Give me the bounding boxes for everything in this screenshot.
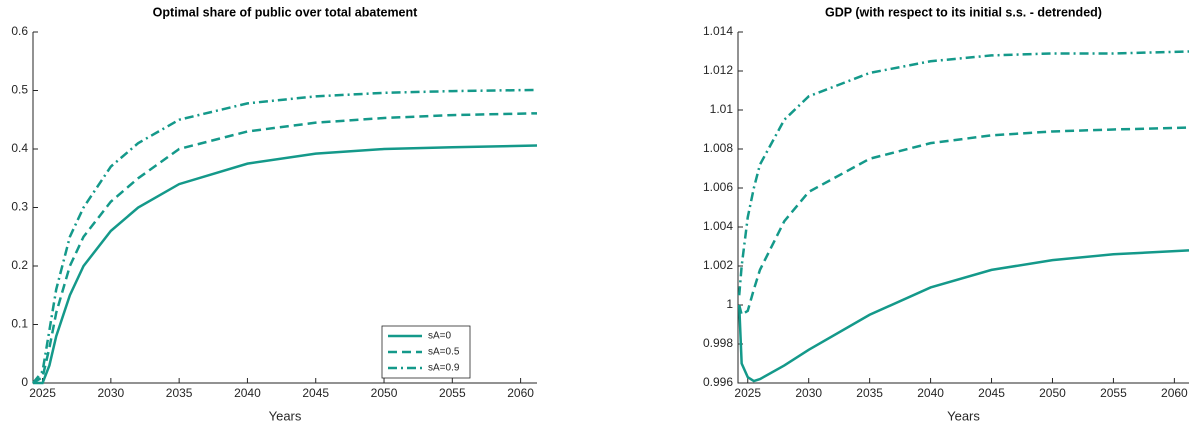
x-tick-label: 2025 xyxy=(29,386,56,400)
x-tick-label: 2030 xyxy=(795,386,822,400)
legend-label: sA=0.9 xyxy=(428,363,460,374)
x-axis-label: Years xyxy=(947,408,980,423)
y-tick-label: 1.014 xyxy=(703,24,733,38)
y-tick-label: 0.2 xyxy=(11,258,28,272)
y-tick-label: 0.1 xyxy=(11,317,28,331)
x-tick-label: 2035 xyxy=(856,386,883,400)
x-axis-label: Years xyxy=(269,408,302,423)
legend-label: sA=0 xyxy=(428,331,452,342)
series-line xyxy=(32,112,538,385)
series-line xyxy=(737,249,1190,383)
series-line xyxy=(32,88,538,384)
y-tick-label: 0.6 xyxy=(11,24,28,38)
y-tick-label: 0.998 xyxy=(703,336,733,350)
plot-area xyxy=(738,32,1189,383)
y-tick-label: 0.3 xyxy=(11,200,28,214)
y-tick-label: 0.5 xyxy=(11,83,28,97)
x-tick-label: 2060 xyxy=(1161,386,1188,400)
x-tick-label: 2055 xyxy=(1100,386,1127,400)
y-tick-label: 1.004 xyxy=(703,219,733,233)
y-tick-label: 1.012 xyxy=(703,63,733,77)
series-line xyxy=(33,144,538,385)
x-tick-label: 2040 xyxy=(917,386,944,400)
legend-label: sA=0.5 xyxy=(428,347,460,358)
chart-title: GDP (with respect to its initial s.s. - … xyxy=(825,5,1102,19)
x-tick-label: 2025 xyxy=(734,386,761,400)
x-tick-label: 2050 xyxy=(371,386,398,400)
y-tick-label: 1.01 xyxy=(710,102,734,116)
y-tick-label: 1.006 xyxy=(703,180,733,194)
x-tick-label: 2040 xyxy=(234,386,261,400)
x-tick-label: 2030 xyxy=(98,386,125,400)
x-tick-label: 2050 xyxy=(1039,386,1066,400)
x-tick-label: 2045 xyxy=(302,386,329,400)
y-tick-label: 1 xyxy=(726,297,733,311)
x-tick-label: 2055 xyxy=(439,386,466,400)
y-tick-label: 1.002 xyxy=(703,258,733,272)
y-tick-label: 0.996 xyxy=(703,375,733,389)
x-tick-label: 2060 xyxy=(507,386,534,400)
axes xyxy=(737,32,1189,384)
chart-title: Optimal share of public over total abate… xyxy=(153,5,418,19)
y-tick-label: 0 xyxy=(21,375,28,389)
y-tick-label: 1.008 xyxy=(703,141,733,155)
x-tick-label: 2035 xyxy=(166,386,193,400)
y-tick-label: 0.4 xyxy=(11,141,28,155)
series-line xyxy=(737,50,1190,296)
x-tick-label: 2045 xyxy=(978,386,1005,400)
series-line xyxy=(738,126,1190,317)
